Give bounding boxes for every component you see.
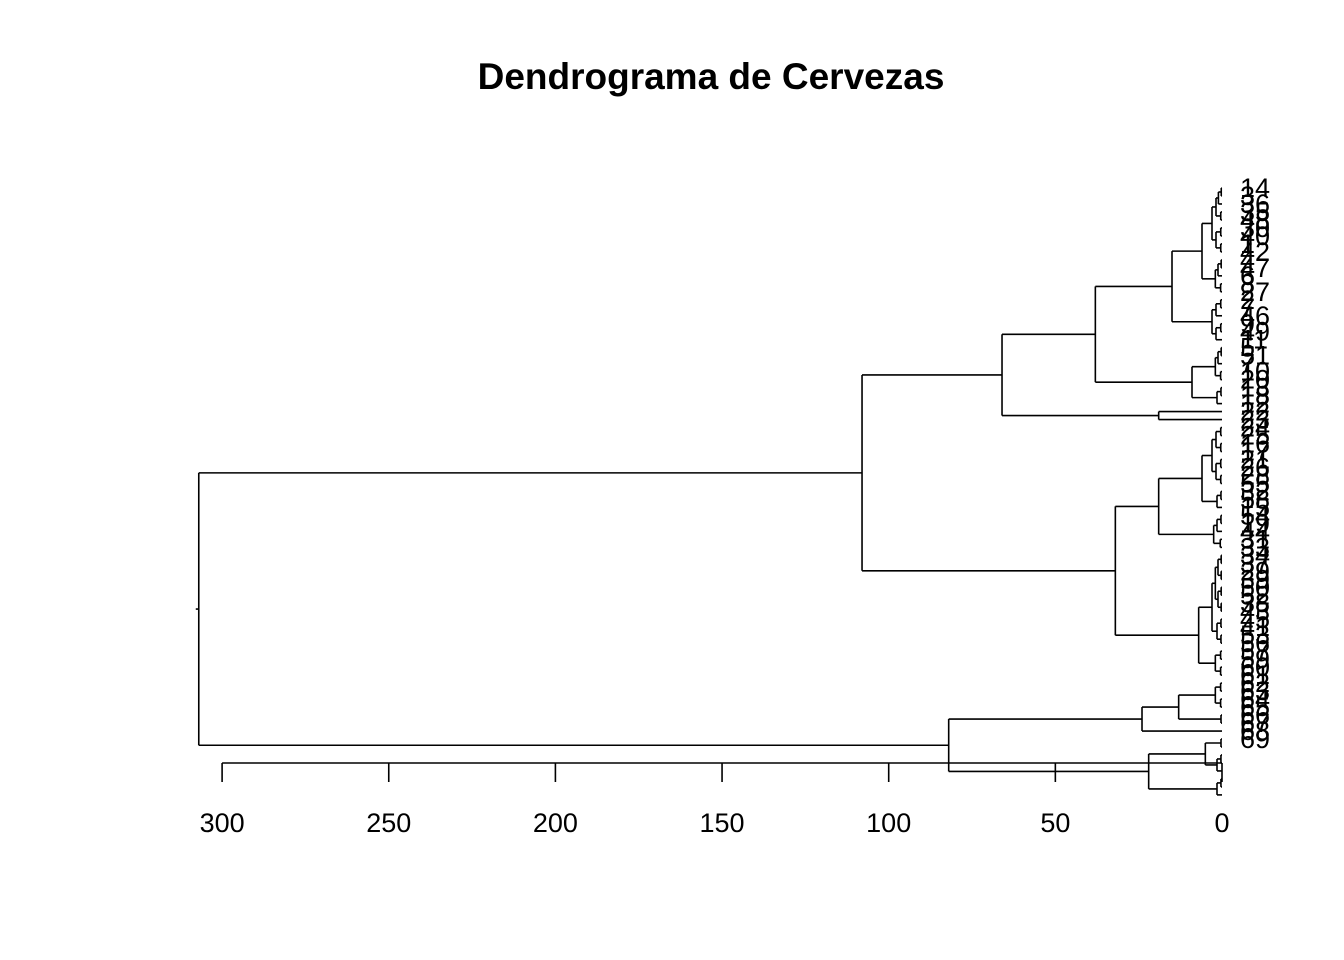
leaf-label: 50 — [1240, 572, 1270, 602]
leaf-label: 43 — [1240, 596, 1270, 626]
leaf-label: 30 — [1240, 213, 1270, 243]
leaf-label: 44 — [1240, 516, 1270, 546]
x-tick-label: 300 — [200, 808, 245, 838]
leaf-label: 32 — [1240, 476, 1270, 506]
leaf-label: 55 — [1240, 468, 1270, 498]
leaf-label: 10 — [1240, 357, 1270, 387]
leaf-label: 67 — [1240, 708, 1270, 738]
leaf-label: 47 — [1240, 253, 1270, 283]
leaf-label: 51 — [1240, 341, 1270, 371]
leaf-label: 14 — [1240, 173, 1270, 203]
leaf-label: 31 — [1240, 524, 1270, 554]
leaf-labels: 1433635483040142447682727469491155171020… — [1240, 173, 1270, 754]
leaf-label: 5 — [1240, 333, 1255, 363]
leaf-label: 9 — [1240, 309, 1255, 339]
x-tick-label: 100 — [866, 808, 911, 838]
leaf-label: 68 — [1240, 716, 1270, 746]
x-tick-label: 0 — [1214, 808, 1229, 838]
leaf-label: 38 — [1240, 588, 1270, 618]
leaf-label: 23 — [1240, 405, 1270, 435]
leaf-label: 59 — [1240, 644, 1270, 674]
leaf-label: 7 — [1240, 293, 1255, 323]
leaf-label: 18 — [1240, 381, 1270, 411]
leaf-label: 21 — [1240, 445, 1270, 475]
leaf-label: 48 — [1240, 205, 1270, 235]
leaf-label: 2 — [1240, 285, 1255, 315]
leaf-label: 41 — [1240, 612, 1270, 642]
x-tick-label: 50 — [1040, 808, 1070, 838]
leaf-label: 64 — [1240, 684, 1270, 714]
dendrogram-tree — [195, 187, 1223, 796]
leaf-label: 46 — [1240, 301, 1270, 331]
leaf-label: 20 — [1240, 365, 1270, 395]
leaf-label: 26 — [1240, 452, 1270, 482]
x-tick-label: 200 — [533, 808, 578, 838]
leaf-label: 63 — [1240, 676, 1270, 706]
leaf-label: 45 — [1240, 604, 1270, 634]
leaf-label: 25 — [1240, 421, 1270, 451]
leaf-label: 4 — [1240, 245, 1255, 275]
leaf-label: 61 — [1240, 660, 1270, 690]
x-tick-label: 250 — [366, 808, 411, 838]
leaf-label: 69 — [1240, 724, 1270, 754]
leaf-label: 15 — [1240, 492, 1270, 522]
leaf-label: 53 — [1240, 620, 1270, 650]
leaf-label: 3 — [1240, 181, 1255, 211]
leaf-label: 12 — [1240, 389, 1270, 419]
leaf-label: 17 — [1240, 437, 1270, 467]
leaf-label: 52 — [1240, 580, 1270, 610]
leaf-label: 27 — [1240, 277, 1270, 307]
leaf-label: 58 — [1240, 484, 1270, 514]
leaf-label: 34 — [1240, 540, 1270, 570]
leaf-label: 16 — [1240, 429, 1270, 459]
leaf-label: 36 — [1240, 189, 1270, 219]
leaf-label: 29 — [1240, 556, 1270, 586]
leaf-label: 65 — [1240, 692, 1270, 722]
leaf-label: 42 — [1240, 237, 1270, 267]
leaf-label: 13 — [1240, 373, 1270, 403]
leaf-label: 28 — [1240, 460, 1270, 490]
leaf-label: 33 — [1240, 532, 1270, 562]
x-axis: 300 250 200 150 100 50 0 — [200, 762, 1230, 838]
leaf-label: 37 — [1240, 548, 1270, 578]
leaf-label: 49 — [1240, 317, 1270, 347]
leaf-label: 54 — [1240, 500, 1270, 530]
leaf-label: 19 — [1240, 508, 1270, 538]
leaf-label: 62 — [1240, 668, 1270, 698]
leaf-label: 66 — [1240, 700, 1270, 730]
leaf-label: 57 — [1240, 636, 1270, 666]
leaf-label: 22 — [1240, 397, 1270, 427]
leaf-label: 40 — [1240, 221, 1270, 251]
leaf-label: 35 — [1240, 197, 1270, 227]
chart-title: Dendrograma de Cervezas — [477, 56, 945, 97]
leaf-label: 56 — [1240, 628, 1270, 658]
leaf-label: 6 — [1240, 261, 1255, 291]
x-tick-label: 150 — [700, 808, 745, 838]
leaf-label: 11 — [1240, 325, 1268, 355]
leaf-label: 24 — [1240, 413, 1270, 443]
leaf-label: 1 — [1240, 229, 1255, 259]
leaf-label: 8 — [1240, 269, 1255, 299]
leaf-label: 60 — [1240, 652, 1270, 682]
leaf-label: 7 — [1240, 349, 1255, 379]
leaf-label: 39 — [1240, 564, 1270, 594]
